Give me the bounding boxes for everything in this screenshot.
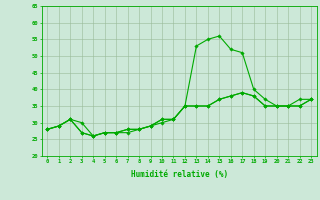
X-axis label: Humidité relative (%): Humidité relative (%) bbox=[131, 170, 228, 179]
